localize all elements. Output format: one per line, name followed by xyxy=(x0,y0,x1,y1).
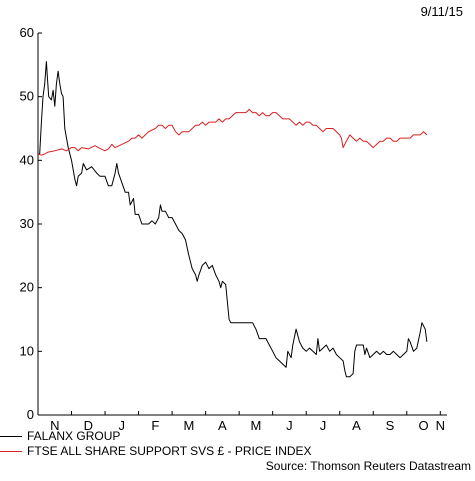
x-tick-label: S xyxy=(386,418,395,433)
x-tick-label: J xyxy=(320,418,327,433)
y-tick-label: 20 xyxy=(20,280,34,295)
x-tick-label: M xyxy=(183,418,194,433)
legend-swatch-ftse xyxy=(0,450,22,452)
x-tick-label: D xyxy=(84,418,93,433)
x-tick-label: N xyxy=(436,418,445,433)
y-tick-label: 60 xyxy=(20,25,34,40)
y-tick-label: 40 xyxy=(20,152,34,167)
x-tick-label: A xyxy=(218,418,227,433)
series-line-ftse xyxy=(37,108,428,156)
date-label: 9/11/15 xyxy=(420,4,463,19)
x-tick-label: M xyxy=(250,418,261,433)
x-tick-label: A xyxy=(352,418,361,433)
y-tick-label: 0 xyxy=(27,407,34,422)
series-line-falanx xyxy=(38,61,428,378)
y-tick-label: 30 xyxy=(20,216,34,231)
x-tick-label: F xyxy=(151,418,159,433)
x-tick-label: J xyxy=(119,418,126,433)
x-tick-label: N xyxy=(50,418,59,433)
y-tick-label: 10 xyxy=(20,343,34,358)
legend-item-ftse: FTSE ALL SHARE SUPPORT SVS £ - PRICE IND… xyxy=(0,444,312,458)
legend-item-falanx: FALANX GROUP xyxy=(0,429,120,443)
series-layer xyxy=(37,61,428,378)
x-tick-label: O xyxy=(418,418,428,433)
source-note: Source: Thomson Reuters Datastream xyxy=(265,459,471,473)
legend-label-falanx: FALANX GROUP xyxy=(27,429,121,443)
y-tick-label: 50 xyxy=(20,89,34,104)
legend-swatch-falanx xyxy=(0,435,22,437)
legend-label-ftse: FTSE ALL SHARE SUPPORT SVS £ - PRICE IND… xyxy=(27,444,312,458)
x-tick-label: J xyxy=(286,418,293,433)
